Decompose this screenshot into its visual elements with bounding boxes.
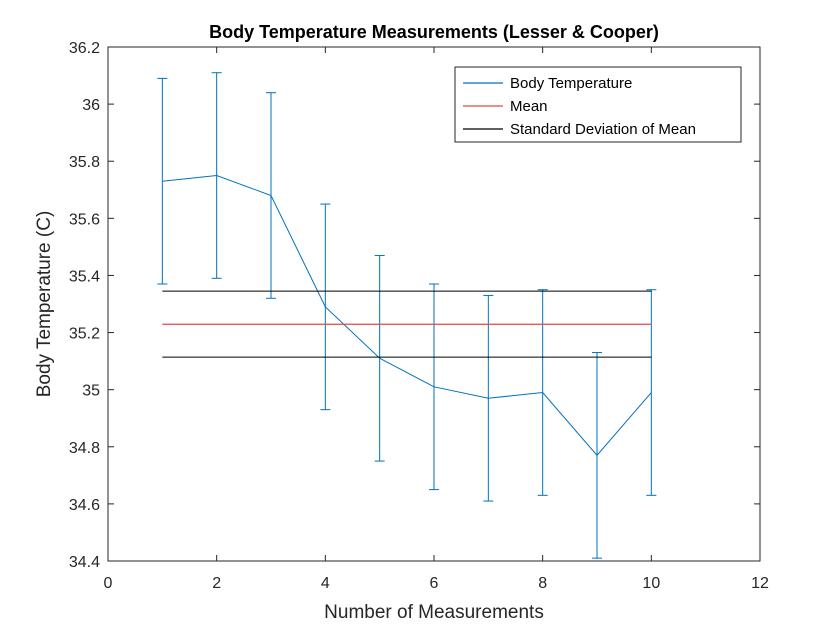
y-tick-label: 34.6 <box>69 497 100 514</box>
y-tick-label: 36.2 <box>69 40 100 57</box>
x-tick-label: 10 <box>642 575 660 592</box>
legend-item-mean-label: Mean <box>510 98 548 115</box>
legend: Body Temperature Mean Standard Deviation o… <box>454 66 742 143</box>
x-tick-label: 12 <box>751 575 769 592</box>
y-tick-label: 35.2 <box>69 326 100 343</box>
y-tick-label: 34.4 <box>69 554 100 571</box>
y-axis-label: Body Temperature (C) <box>34 211 55 398</box>
y-tick-label: 35 <box>82 383 100 400</box>
y-tick-label: 34.8 <box>69 440 100 457</box>
legend-item-body-temperature-label: Body Temperature <box>510 75 632 92</box>
y-tick-label: 35.6 <box>69 211 100 228</box>
y-tick-label: 36 <box>82 97 100 114</box>
x-tick-label: 4 <box>321 575 330 592</box>
x-tick-label: 6 <box>430 575 439 592</box>
body-temperature-line <box>162 174 652 457</box>
y-tick-label: 35.4 <box>69 268 100 285</box>
y-tick-label: 35.8 <box>69 154 100 171</box>
x-tick-label: 0 <box>104 575 113 592</box>
legend-item-std-dev-label: Standard Deviation of Mean <box>510 121 696 138</box>
x-axis-label: Number of Measurements <box>324 602 544 623</box>
x-tick-label: 8 <box>538 575 547 592</box>
x-tick-label: 2 <box>212 575 221 592</box>
chart-title: Body Temperature Measurements (Lesser & … <box>209 22 659 42</box>
